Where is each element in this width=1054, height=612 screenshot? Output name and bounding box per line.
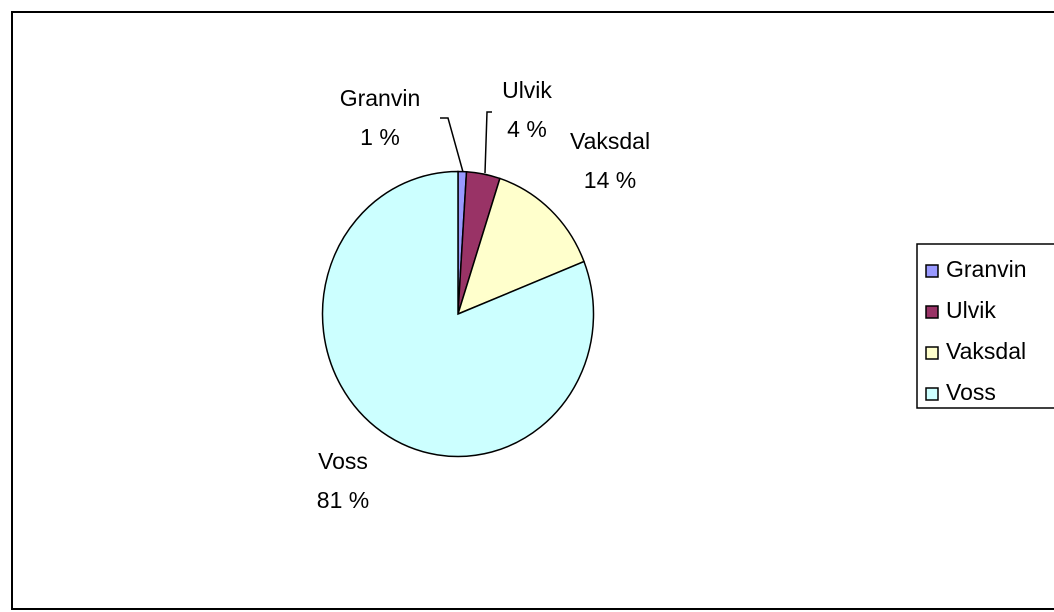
slice-label-name: Voss [318, 448, 368, 474]
slice-label-value: 4 % [507, 116, 547, 142]
slice-label-name: Vaksdal [570, 128, 650, 154]
legend-label: Granvin [946, 256, 1027, 282]
slice-label-name: Granvin [340, 85, 421, 111]
slice-label-name: Ulvik [502, 77, 552, 103]
legend-swatch [925, 346, 939, 360]
legend-box [916, 243, 1054, 409]
leader-line [484, 111, 492, 174]
slice-label-value: 81 % [317, 487, 369, 513]
legend-label: Ulvik [946, 297, 996, 323]
legend-swatch [925, 305, 939, 319]
legend-label: Vaksdal [946, 338, 1026, 364]
legend-label: Voss [946, 379, 996, 405]
pie-slice [456, 177, 585, 316]
slice-label-value: 1 % [360, 124, 400, 150]
pie-slice [321, 170, 595, 458]
legend-swatch [925, 264, 939, 278]
legend-swatch [925, 387, 939, 401]
leader-line [440, 117, 464, 173]
slice-label-value: 14 % [584, 167, 636, 193]
